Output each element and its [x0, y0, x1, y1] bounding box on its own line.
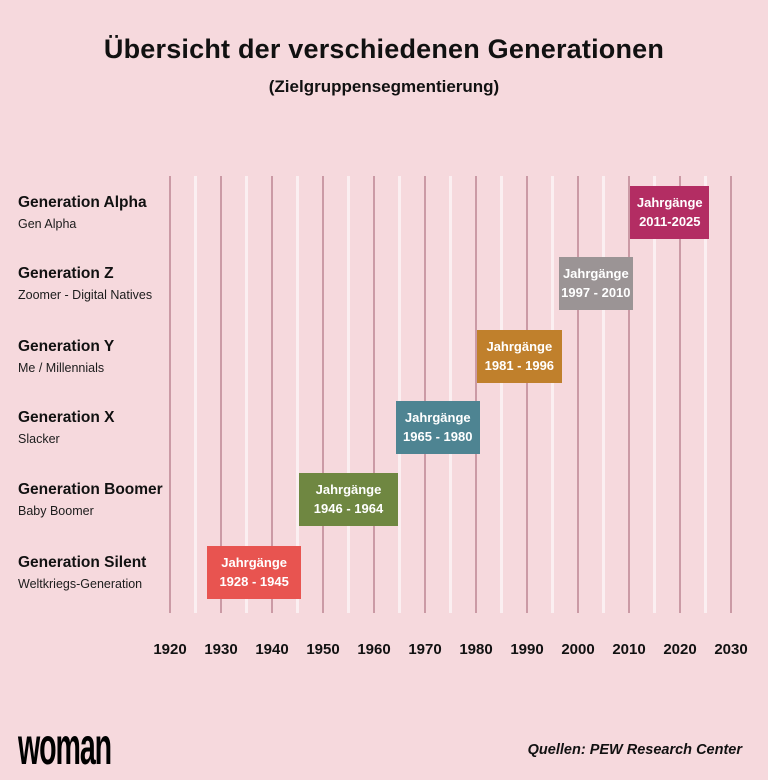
axis-tick-label: 1980	[459, 641, 493, 658]
axis-tick-label: 1920	[153, 641, 187, 658]
generation-year-bar: Jahrgänge 1981 - 1996	[477, 329, 562, 383]
woman-brand-logo: woman	[18, 718, 112, 776]
axis-tick-label: 1930	[204, 641, 238, 658]
generation-year-bar: Jahrgänge 1965 - 1980	[395, 400, 480, 454]
gridline-decade	[322, 176, 324, 613]
generation-name: Generation Boomer	[18, 480, 163, 498]
bar-label-jahrgaenge: Jahrgänge	[636, 195, 703, 210]
bar-label-year-range: 1965 - 1980	[403, 429, 473, 444]
bar-label-year-range: 1928 - 1945	[219, 574, 289, 589]
generation-row-label: Generation Boomer Baby Boomer	[18, 469, 198, 529]
axis-tick-label: 2020	[663, 641, 697, 658]
axis-tick-label: 1990	[510, 641, 544, 658]
bar-label-jahrgaenge: Jahrgänge	[486, 339, 553, 354]
gridline-decade	[424, 176, 426, 613]
gridline-mid-decade	[500, 176, 503, 613]
generation-row-label: Generation Y Me / Millennials	[18, 326, 198, 386]
axis-tick-label: 1950	[306, 641, 340, 658]
gridline-decade	[475, 176, 477, 613]
source-credit: Quellen: PEW Research Center	[527, 742, 742, 758]
generation-alias: Baby Boomer	[18, 503, 94, 518]
gridline-decade	[577, 176, 579, 613]
gridline-mid-decade	[653, 176, 656, 613]
generation-name: Generation Alpha	[18, 193, 147, 211]
axis-tick-label: 1940	[255, 641, 289, 658]
axis-tick-label: 2000	[561, 641, 595, 658]
bar-label-year-range: 2011-2025	[639, 214, 701, 229]
generation-alias: Gen Alpha	[18, 216, 77, 231]
gridline-mid-decade	[449, 176, 452, 613]
generation-year-bar: Jahrgänge 1928 - 1945	[206, 545, 302, 599]
generation-alias: Me / Millennials	[18, 360, 105, 375]
axis-tick-label: 2030	[714, 641, 748, 658]
gridline-decade	[271, 176, 273, 613]
generation-name: Generation Z	[18, 264, 114, 282]
generation-name: Generation X	[18, 408, 115, 426]
axis-tick-label: 2010	[612, 641, 646, 658]
bar-label-year-range: 1997 - 2010	[561, 285, 631, 300]
generation-name: Generation Y	[18, 337, 115, 355]
gridline-decade	[730, 176, 732, 613]
generation-row-label: Generation Z Zoomer - Digital Natives	[18, 253, 198, 313]
page-subtitle: (Zielgruppensegmentierung)	[268, 77, 500, 96]
gridline-mid-decade	[602, 176, 605, 613]
gridline-mid-decade	[398, 176, 401, 613]
gridline-mid-decade	[347, 176, 350, 613]
gridline-decade	[169, 176, 171, 613]
axis-tick-label: 1960	[357, 641, 391, 658]
generation-year-bar: Jahrgänge 1946 - 1964	[298, 472, 399, 526]
bar-label-jahrgaenge: Jahrgänge	[315, 482, 382, 497]
generation-row-label: Generation Alpha Gen Alpha	[18, 182, 198, 242]
generation-year-bar: Jahrgänge 2011-2025	[630, 185, 710, 239]
gridline-decade	[628, 176, 630, 613]
bar-label-jahrgaenge: Jahrgänge	[221, 555, 288, 570]
axis-tick-label: 1970	[408, 641, 442, 658]
generation-year-bar: Jahrgänge 1997 - 2010	[558, 256, 633, 310]
page-title: Übersicht der verschiedenen Generationen	[103, 34, 665, 64]
bar-label-year-range: 1946 - 1964	[313, 501, 384, 516]
gridline-decade	[526, 176, 528, 613]
gridline-decade	[679, 176, 681, 613]
gridline-decade	[373, 176, 375, 613]
bar-label-jahrgaenge: Jahrgänge	[562, 266, 629, 281]
generation-alias: Weltkriegs-Generation	[18, 576, 143, 591]
bar-label-year-range: 1981 - 1996	[484, 358, 555, 373]
gridline-mid-decade	[551, 176, 554, 613]
bar-label-jahrgaenge: Jahrgänge	[404, 410, 471, 425]
generation-alias: Slacker	[18, 431, 60, 446]
gridline-decade	[220, 176, 222, 613]
generation-alias: Zoomer - Digital Natives	[18, 287, 153, 302]
gridline-mid-decade	[245, 176, 248, 613]
generation-row-label: Generation Silent Weltkriegs-Generation	[18, 542, 198, 602]
bottom-edge-strip	[0, 780, 768, 784]
generation-row-label: Generation X Slacker	[18, 397, 198, 457]
generation-name: Generation Silent	[18, 553, 147, 571]
gridline-mid-decade	[704, 176, 707, 613]
gridline-mid-decade	[194, 176, 197, 613]
gridline-mid-decade	[296, 176, 299, 613]
